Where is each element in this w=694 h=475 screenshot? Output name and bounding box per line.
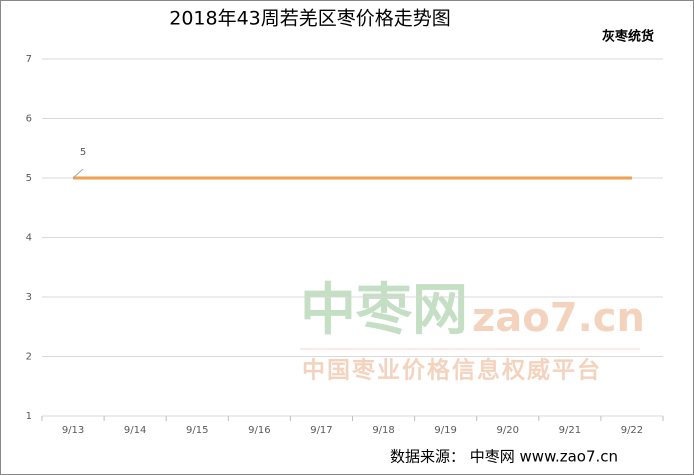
x-tick-label: 9/14 (124, 425, 146, 436)
data-label: 5 (80, 147, 86, 158)
y-tick-label: 4 (26, 233, 32, 244)
watermark-logo: 中枣网 (300, 278, 468, 343)
watermark-slogan: 中国枣业价格信息权威平台 (302, 357, 602, 384)
x-tick-label: 9/22 (621, 425, 643, 436)
source: 数据来源： 中枣网 www.zao7.cn (390, 448, 618, 466)
y-tick-label: 6 (26, 114, 32, 125)
x-tick-label: 9/13 (62, 425, 84, 436)
leader-line (72, 168, 84, 179)
y-tick-label: 1 (26, 411, 32, 422)
watermark-domain: zao7.cn (472, 295, 645, 341)
x-tick-label: 9/19 (434, 425, 456, 436)
y-tick-label: 2 (26, 352, 32, 363)
x-tick-label: 9/20 (497, 425, 519, 436)
legend-label: 灰枣统货 (602, 29, 654, 45)
y-tick-label: 5 (26, 173, 32, 184)
y-tick-label: 7 (26, 54, 32, 65)
x-tick-label: 9/21 (559, 425, 581, 436)
x-tick-label: 9/16 (248, 425, 270, 436)
chart-title: 2018年43周若羌区枣价格走势图 (169, 8, 451, 30)
y-tick-label: 3 (26, 292, 32, 303)
x-tick-label: 9/15 (186, 425, 208, 436)
x-tick-label: 9/17 (310, 425, 332, 436)
x-tick-label: 9/18 (372, 425, 394, 436)
